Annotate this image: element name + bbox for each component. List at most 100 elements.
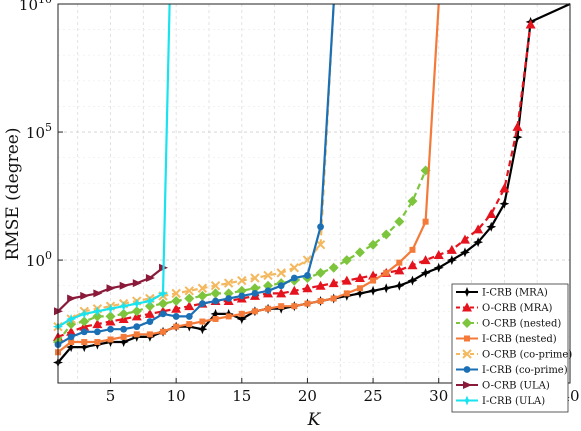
data-point [184,301,195,311]
legend-marker [462,318,472,328]
data-point [131,306,142,317]
data-point [212,297,219,305]
data-point [120,325,128,333]
data-point [381,283,392,294]
data-point [210,280,221,291]
series-line [57,170,427,343]
data-point [210,308,221,319]
data-point [145,274,155,283]
data-point [250,273,260,283]
data-point [223,288,234,299]
legend-marker [462,287,472,297]
legend-item: I-CRB (MRA) [456,287,548,299]
data-point [210,288,221,299]
y-axis-label: RMSE (degree) [3,127,23,260]
data-point [512,132,523,143]
data-point [394,280,405,291]
legend-label: I-CRB (nested) [482,334,557,345]
data-point [120,333,127,340]
data-point [67,333,75,341]
data-point [368,270,379,280]
data-point [93,328,101,336]
data-point [119,281,129,290]
legend-label: O-CRB (nested) [482,319,561,330]
data-point [276,288,287,298]
data-point [525,19,536,29]
data-point [144,301,155,312]
data-point [394,216,405,227]
series-3 [55,3,440,356]
data-point [499,183,510,193]
data-point [158,288,169,299]
data-point [302,283,313,293]
data-point [433,249,444,259]
legend-item: O-CRB (ULA) [456,381,550,392]
data-point [66,326,77,336]
data-point [407,260,418,270]
data-point [381,229,392,240]
data-point [354,288,365,299]
data-point [446,244,457,254]
data-point [171,288,181,299]
data-point [197,324,208,335]
data-point [407,275,418,286]
legend: I-CRB (MRA) O-CRB (MRA) O-CRB (nested) I-CR… [451,283,572,413]
data-point [118,301,129,312]
data-point [354,247,365,258]
data-point [223,278,234,288]
data-point [144,296,155,307]
data-point [171,303,182,313]
data-point [512,121,523,131]
x-tick-label: 20 [298,387,317,405]
data-point [133,323,141,331]
data-point [396,259,403,266]
data-point [185,313,193,320]
legend-item: I-CRB (nested) [456,334,557,345]
data-point [80,328,88,336]
data-point [354,273,365,283]
y-tick-label: 100 [26,249,52,270]
data-point [173,323,180,330]
data-point [486,208,497,218]
data-point [107,336,114,343]
data-point [184,286,194,296]
data-point [290,274,298,282]
legend-label: O-CRB (MRA) [482,303,553,314]
data-point [304,300,311,307]
data-point [328,278,339,288]
data-point [171,296,182,307]
data-point [433,262,444,273]
data-point [251,308,258,315]
data-point [263,280,274,291]
data-point [238,292,246,300]
x-tick-label: 30 [429,387,448,405]
data-point [172,313,180,320]
data-point [264,287,272,295]
data-point [212,315,219,322]
data-point [146,331,153,338]
data-point [289,285,300,295]
data-point [407,196,418,207]
data-point [160,328,167,335]
data-point [133,331,140,338]
data-point [289,263,300,273]
data-point [131,298,142,309]
data-point [67,294,77,303]
data-point [68,339,75,346]
legend-label: O-CRB (co-prime) [482,350,572,361]
data-point [184,293,195,304]
data-point [105,311,116,322]
data-point [251,289,259,297]
data-point [66,313,77,324]
legend-marker [462,349,472,359]
data-point [409,246,416,253]
data-point [236,313,247,324]
data-point [328,262,339,273]
data-point [186,321,193,328]
data-point [459,234,470,244]
data-point [238,310,245,317]
data-point [277,282,285,290]
data-point [499,198,510,209]
data-point [315,240,326,250]
